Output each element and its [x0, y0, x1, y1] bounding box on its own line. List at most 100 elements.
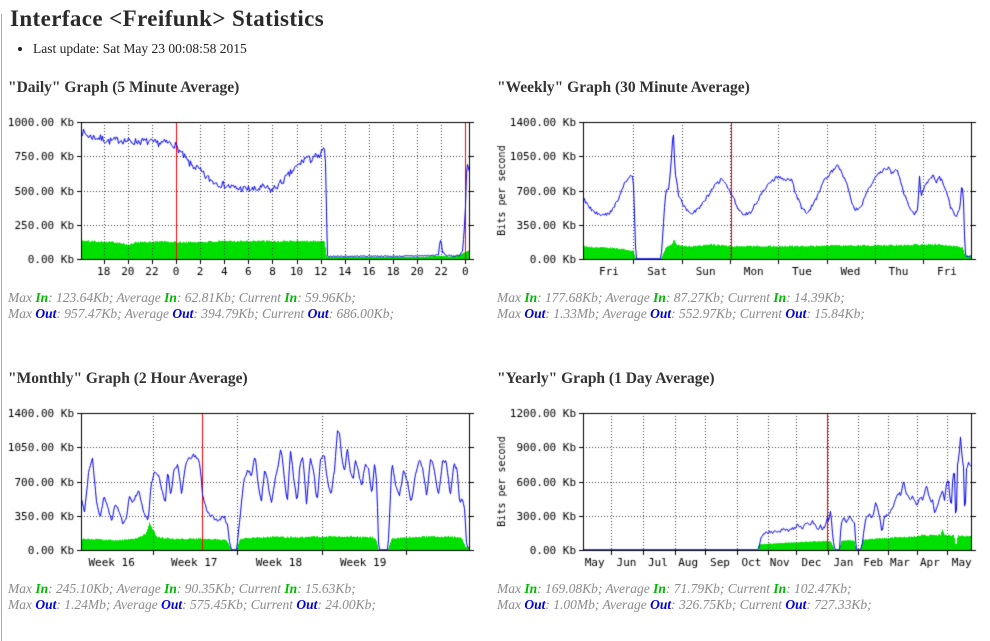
stats-line: Max Out: 1.00Mb; Average Out: 326.75Kb; … [497, 597, 984, 613]
stats-line: Max Out: 957.47Kb; Average Out: 394.79Kb… [8, 306, 495, 322]
stats-text-segment: : 71.79Kb; [665, 581, 728, 596]
graphs-grid: "Daily" Graph (5 Minute Average) Max In:… [0, 57, 990, 619]
stats-text-segment: Out [35, 306, 57, 321]
stats-text-segment: Average [602, 306, 651, 321]
graph-heading-daily: "Daily" Graph (5 Minute Average) [8, 79, 240, 96]
stats-text-segment: Average [116, 581, 165, 596]
stats-text-segment: Out [161, 597, 183, 612]
stats-block-weekly: Max In: 177.68Kb; Average In: 87.27Kb; C… [497, 290, 984, 322]
update-list: Last update: Sat May 23 00:08:58 2015 [0, 41, 990, 57]
stats-text-segment: Average [605, 581, 654, 596]
stats-text-segment: Max [8, 306, 36, 321]
stats-text-segment: In [35, 581, 49, 596]
stats-text-segment: : 245.10Kb; [48, 581, 117, 596]
page-left-border [1, 14, 2, 641]
stats-text-segment: : 15.63Kb; [297, 581, 356, 596]
stats-text-segment: : 686.00Kb; [328, 306, 394, 321]
stats-text-segment: In [284, 581, 298, 596]
stats-text-segment: Current [238, 290, 285, 305]
stats-text-segment: : 14.39Kb; [786, 290, 845, 305]
stats-text-segment: : 15.84Kb; [806, 306, 865, 321]
graph-heading-weekly: "Weekly" Graph (30 Minute Average) [497, 79, 750, 96]
stats-text-segment: Max [497, 581, 525, 596]
stats-text-segment: Max [8, 597, 36, 612]
stats-text-segment: Average [602, 597, 651, 612]
stats-line: Max In: 123.64Kb; Average In: 62.81Kb; C… [8, 290, 495, 306]
stats-text-segment: : 177.68Kb; [537, 290, 606, 305]
stats-text-segment: In [773, 581, 787, 596]
stats-text-segment: Out [296, 597, 318, 612]
traffic-graph-canvas-yearly [495, 408, 983, 571]
stats-text-segment: Current [250, 597, 297, 612]
stats-text-segment: Max [497, 597, 525, 612]
stats-text-segment: : 24.00Kb; [317, 597, 376, 612]
stats-text-segment: In [653, 290, 666, 305]
stats-text-segment: Out [172, 306, 194, 321]
stats-text-segment: In [164, 581, 177, 596]
stats-line: Max Out: 1.33Mb; Average Out: 552.97Kb; … [497, 306, 984, 322]
stats-text-segment: Current [739, 306, 786, 321]
page-title: Interface <Freifunk> Statistics [10, 6, 325, 31]
graph-heading-monthly: "Monthly" Graph (2 Hour Average) [8, 370, 248, 387]
stats-text-segment: : 575.45Kb; [182, 597, 251, 612]
stats-text-segment: Out [524, 597, 546, 612]
graph-section-monthly: "Monthly" Graph (2 Hour Average) Max In:… [6, 328, 495, 619]
traffic-graph-canvas-weekly [495, 117, 983, 280]
stats-text-segment: Out [650, 306, 672, 321]
stats-text-segment: Max [8, 581, 36, 596]
graph-section-daily: "Daily" Graph (5 Minute Average) Max In:… [6, 57, 495, 328]
last-update-item: Last update: Sat May 23 00:08:58 2015 [33, 41, 990, 57]
stats-text-segment: : 62.81Kb; [176, 290, 239, 305]
stats-text-segment: Max [497, 290, 525, 305]
stats-text-segment: : 1.33Mb; [545, 306, 603, 321]
stats-text-segment: Max [8, 290, 36, 305]
stats-text-segment: : 1.24Mb; [56, 597, 114, 612]
stats-text-segment: : 727.33Kb; [806, 597, 872, 612]
stats-text-segment: : 102.47Kb; [786, 581, 852, 596]
graph-section-weekly: "Weekly" Graph (30 Minute Average) Max I… [495, 57, 984, 328]
stats-text-segment: Current [238, 581, 285, 596]
stats-block-daily: Max In: 123.64Kb; Average In: 62.81Kb; C… [8, 290, 495, 322]
graph-heading-yearly: "Yearly" Graph (1 Day Average) [497, 370, 715, 387]
stats-text-segment: : 1.00Mb; [545, 597, 603, 612]
traffic-graph-canvas-daily [6, 117, 481, 280]
stats-text-segment: Current [739, 597, 786, 612]
stats-text-segment: : 59.96Kb; [297, 290, 356, 305]
stats-line: Max In: 177.68Kb; Average In: 87.27Kb; C… [497, 290, 984, 306]
stats-text-segment: In [35, 290, 49, 305]
stats-text-segment: Average [116, 290, 165, 305]
stats-line: Max Out: 1.24Mb; Average Out: 575.45Kb; … [8, 597, 495, 613]
stats-text-segment: Out [650, 597, 672, 612]
stats-text-segment: Max [497, 306, 525, 321]
stats-text-segment: : 326.75Kb; [671, 597, 740, 612]
stats-text-segment: In [524, 581, 538, 596]
stats-text-segment: : 90.35Kb; [176, 581, 239, 596]
stats-text-segment: In [653, 581, 666, 596]
stats-text-segment: Out [785, 597, 807, 612]
stats-text-segment: Current [727, 581, 774, 596]
stats-text-segment: : 123.64Kb; [48, 290, 117, 305]
stats-text-segment: Out [35, 597, 57, 612]
stats-text-segment: In [164, 290, 177, 305]
stats-text-segment: : 552.97Kb; [671, 306, 740, 321]
stats-text-segment: In [284, 290, 298, 305]
traffic-graph-canvas-monthly [6, 408, 481, 571]
stats-text-segment: In [524, 290, 538, 305]
stats-text-segment: : 394.79Kb; [193, 306, 263, 321]
stats-text-segment: Average [605, 290, 654, 305]
stats-text-segment: Out [785, 306, 807, 321]
stats-text-segment: In [773, 290, 787, 305]
stats-line: Max In: 169.08Kb; Average In: 71.79Kb; C… [497, 581, 984, 597]
stats-text-segment: Current [727, 290, 774, 305]
stats-text-segment: Out [524, 306, 546, 321]
stats-text-segment: Average [124, 306, 173, 321]
stats-text-segment: : 87.27Kb; [665, 290, 728, 305]
stats-block-yearly: Max In: 169.08Kb; Average In: 71.79Kb; C… [497, 581, 984, 613]
stats-text-segment: : 957.47Kb; [56, 306, 125, 321]
stats-text-segment: Average [113, 597, 162, 612]
stats-line: Max In: 245.10Kb; Average In: 90.35Kb; C… [8, 581, 495, 597]
stats-text-segment: : 169.08Kb; [537, 581, 606, 596]
graph-section-yearly: "Yearly" Graph (1 Day Average) Max In: 1… [495, 328, 984, 619]
stats-block-monthly: Max In: 245.10Kb; Average In: 90.35Kb; C… [8, 581, 495, 613]
stats-text-segment: Current [262, 306, 308, 321]
